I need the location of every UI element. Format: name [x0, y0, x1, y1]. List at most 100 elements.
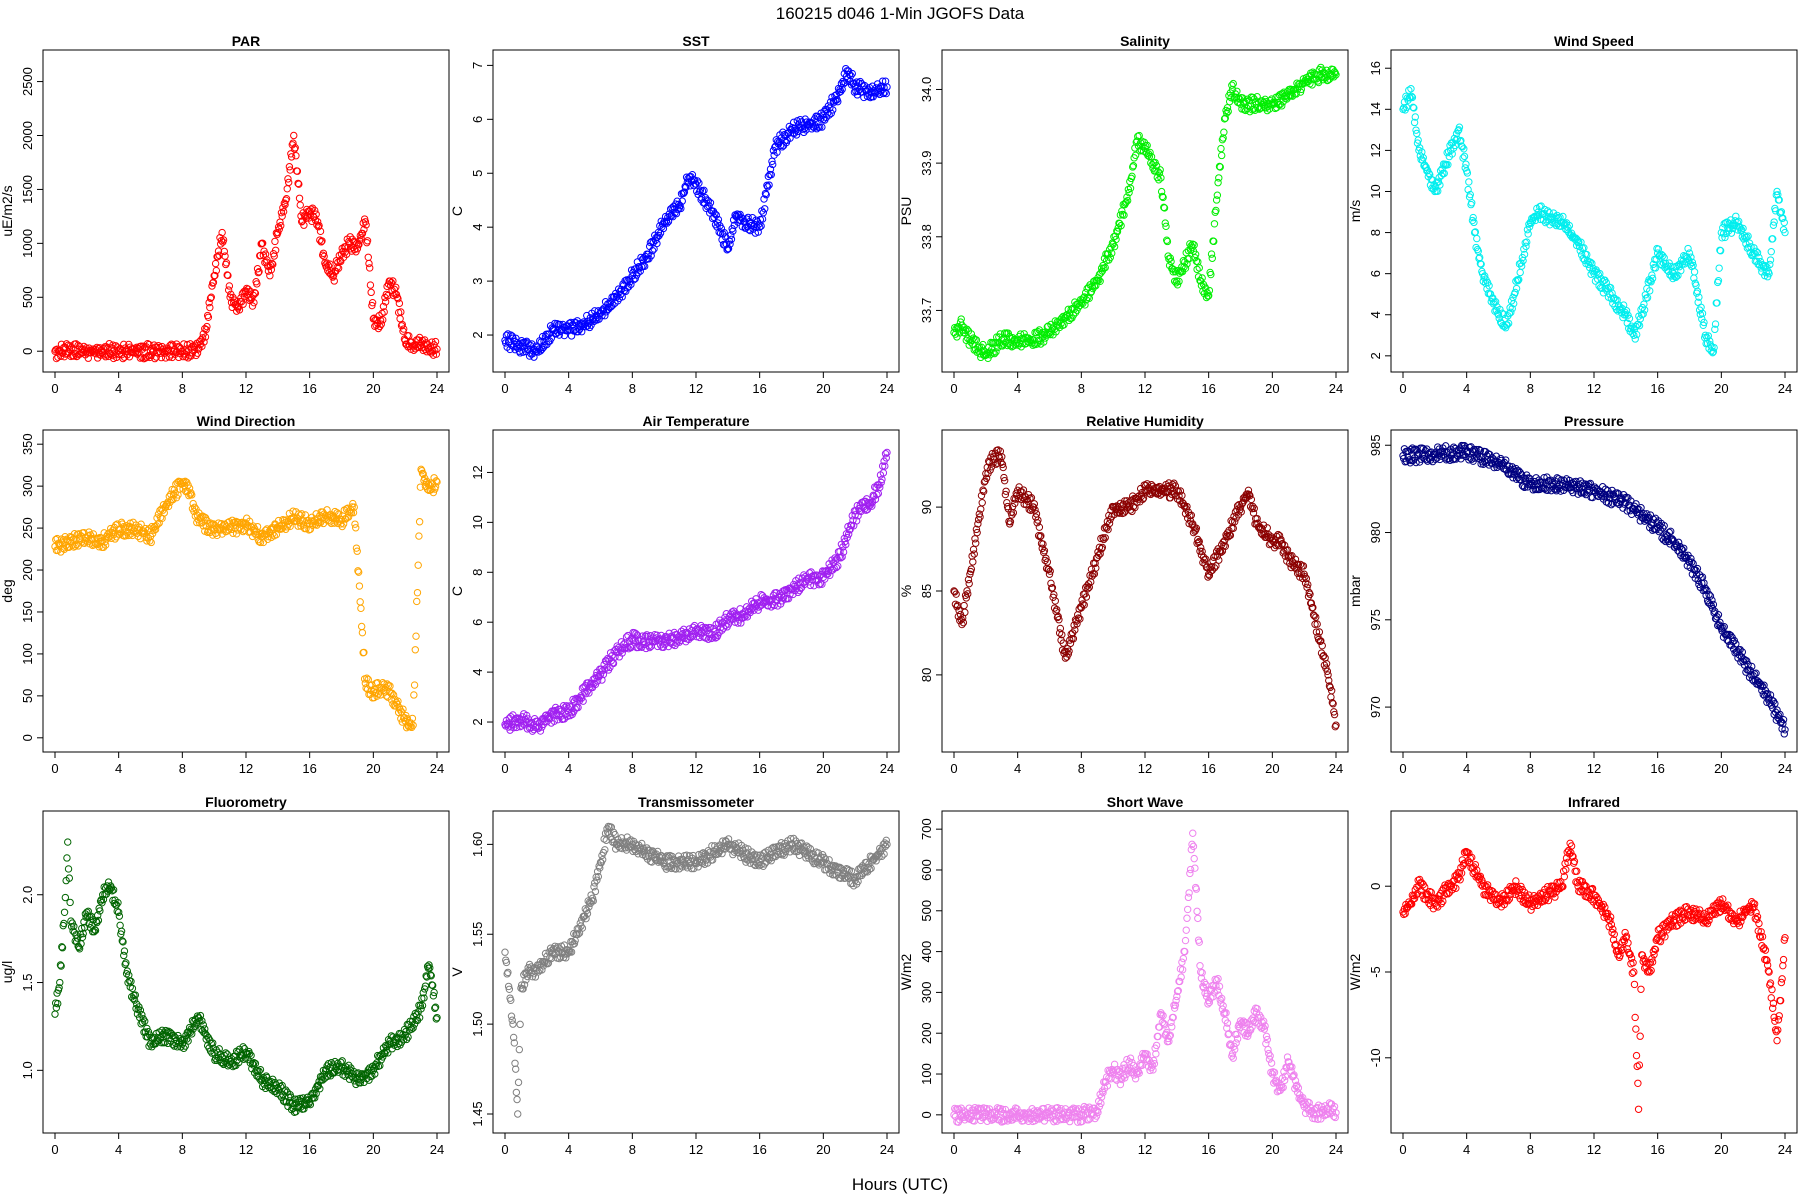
- data-point: [239, 527, 247, 536]
- data-point: [1081, 301, 1089, 309]
- data-point: [512, 723, 521, 732]
- data-point: [307, 205, 315, 213]
- data-point: [269, 530, 277, 538]
- data-point: [1034, 516, 1042, 524]
- data-point: [881, 450, 890, 458]
- data-point: [834, 97, 842, 106]
- data-point: [1166, 254, 1175, 262]
- x-tick-label: 20: [1714, 761, 1728, 776]
- data-point: [222, 259, 231, 267]
- data-point: [706, 623, 715, 632]
- data-point: [1695, 293, 1703, 301]
- data-point: [839, 80, 848, 88]
- x-tick-label: 12: [239, 761, 253, 776]
- data-point: [351, 520, 359, 528]
- data-point: [1564, 223, 1572, 232]
- panel-title: SST: [682, 33, 710, 49]
- data-point: [211, 271, 219, 280]
- data-point: [1045, 570, 1054, 578]
- data-point: [278, 212, 286, 220]
- x-tick-label: 4: [1463, 761, 1470, 776]
- data-point: [625, 283, 633, 291]
- data-point: [979, 487, 988, 496]
- data-point: [221, 252, 229, 260]
- x-tick-label: 12: [1587, 381, 1601, 396]
- data-point: [356, 598, 364, 606]
- y-tick-label: 6: [1368, 270, 1383, 277]
- data-point: [381, 298, 390, 306]
- data-point: [1322, 659, 1331, 668]
- data-point: [1775, 196, 1783, 204]
- data-point: [848, 69, 856, 78]
- data-point: [360, 648, 368, 657]
- data-point: [1111, 232, 1120, 240]
- data-point: [415, 518, 424, 526]
- data-point: [962, 594, 970, 602]
- data-point: [1472, 243, 1480, 252]
- data-point: [767, 171, 775, 179]
- data-point: [1486, 290, 1495, 298]
- x-tick-label: 0: [950, 381, 957, 396]
- data-point: [364, 253, 372, 261]
- y-tick-label: 14: [1368, 102, 1383, 116]
- data-point: [1465, 178, 1473, 186]
- data-point: [225, 282, 234, 290]
- data-point: [138, 345, 147, 353]
- data-point: [355, 582, 364, 590]
- data-point: [800, 128, 808, 137]
- y-tick-label: 5: [470, 170, 485, 177]
- data-point: [1006, 341, 1015, 350]
- data-point: [1112, 235, 1120, 244]
- x-tick-label: 8: [1527, 761, 1534, 776]
- data-point: [1503, 321, 1511, 329]
- data-point: [766, 165, 775, 173]
- data-point: [330, 277, 338, 285]
- data-point: [1278, 102, 1286, 110]
- data-point: [245, 296, 254, 305]
- data-point: [627, 643, 635, 652]
- data-point: [1217, 151, 1226, 160]
- data-point: [1009, 509, 1018, 517]
- data-point: [1037, 532, 1045, 540]
- data-point: [963, 325, 971, 333]
- data-point: [432, 350, 440, 358]
- figure-title: 160215 d046 1-Min JGOFS Data: [776, 4, 1025, 23]
- data-point: [824, 567, 833, 575]
- data-point: [418, 469, 427, 478]
- data-point: [768, 160, 777, 169]
- x-tick-label: 20: [366, 381, 380, 396]
- data-point: [1454, 127, 1462, 135]
- data-point: [1163, 236, 1171, 244]
- data-point: [1161, 219, 1169, 227]
- data-point: [879, 469, 888, 477]
- data-point: [553, 320, 561, 328]
- data-point: [1187, 511, 1196, 519]
- y-tick-label: 975: [1368, 609, 1383, 631]
- data-point: [311, 206, 319, 215]
- data-point: [1727, 229, 1736, 237]
- data-point: [432, 477, 440, 485]
- data-point: [354, 568, 363, 576]
- data-point: [318, 237, 326, 245]
- plot-frame: [492, 429, 900, 753]
- data-point: [1688, 258, 1697, 267]
- data-point: [380, 308, 388, 316]
- data-point: [1619, 301, 1628, 309]
- y-tick-label: 150: [20, 601, 35, 623]
- data-point: [1469, 213, 1477, 222]
- data-point: [1223, 109, 1231, 117]
- data-point: [784, 594, 793, 603]
- data-point: [306, 525, 315, 533]
- data-point: [1732, 222, 1741, 230]
- data-point: [316, 227, 325, 236]
- data-point: [105, 340, 113, 348]
- data-point: [977, 491, 986, 500]
- data-point: [1435, 173, 1443, 182]
- data-point: [1632, 330, 1641, 339]
- x-tick-label: 12: [689, 381, 703, 396]
- data-point: [1512, 284, 1521, 293]
- data-point: [601, 298, 610, 306]
